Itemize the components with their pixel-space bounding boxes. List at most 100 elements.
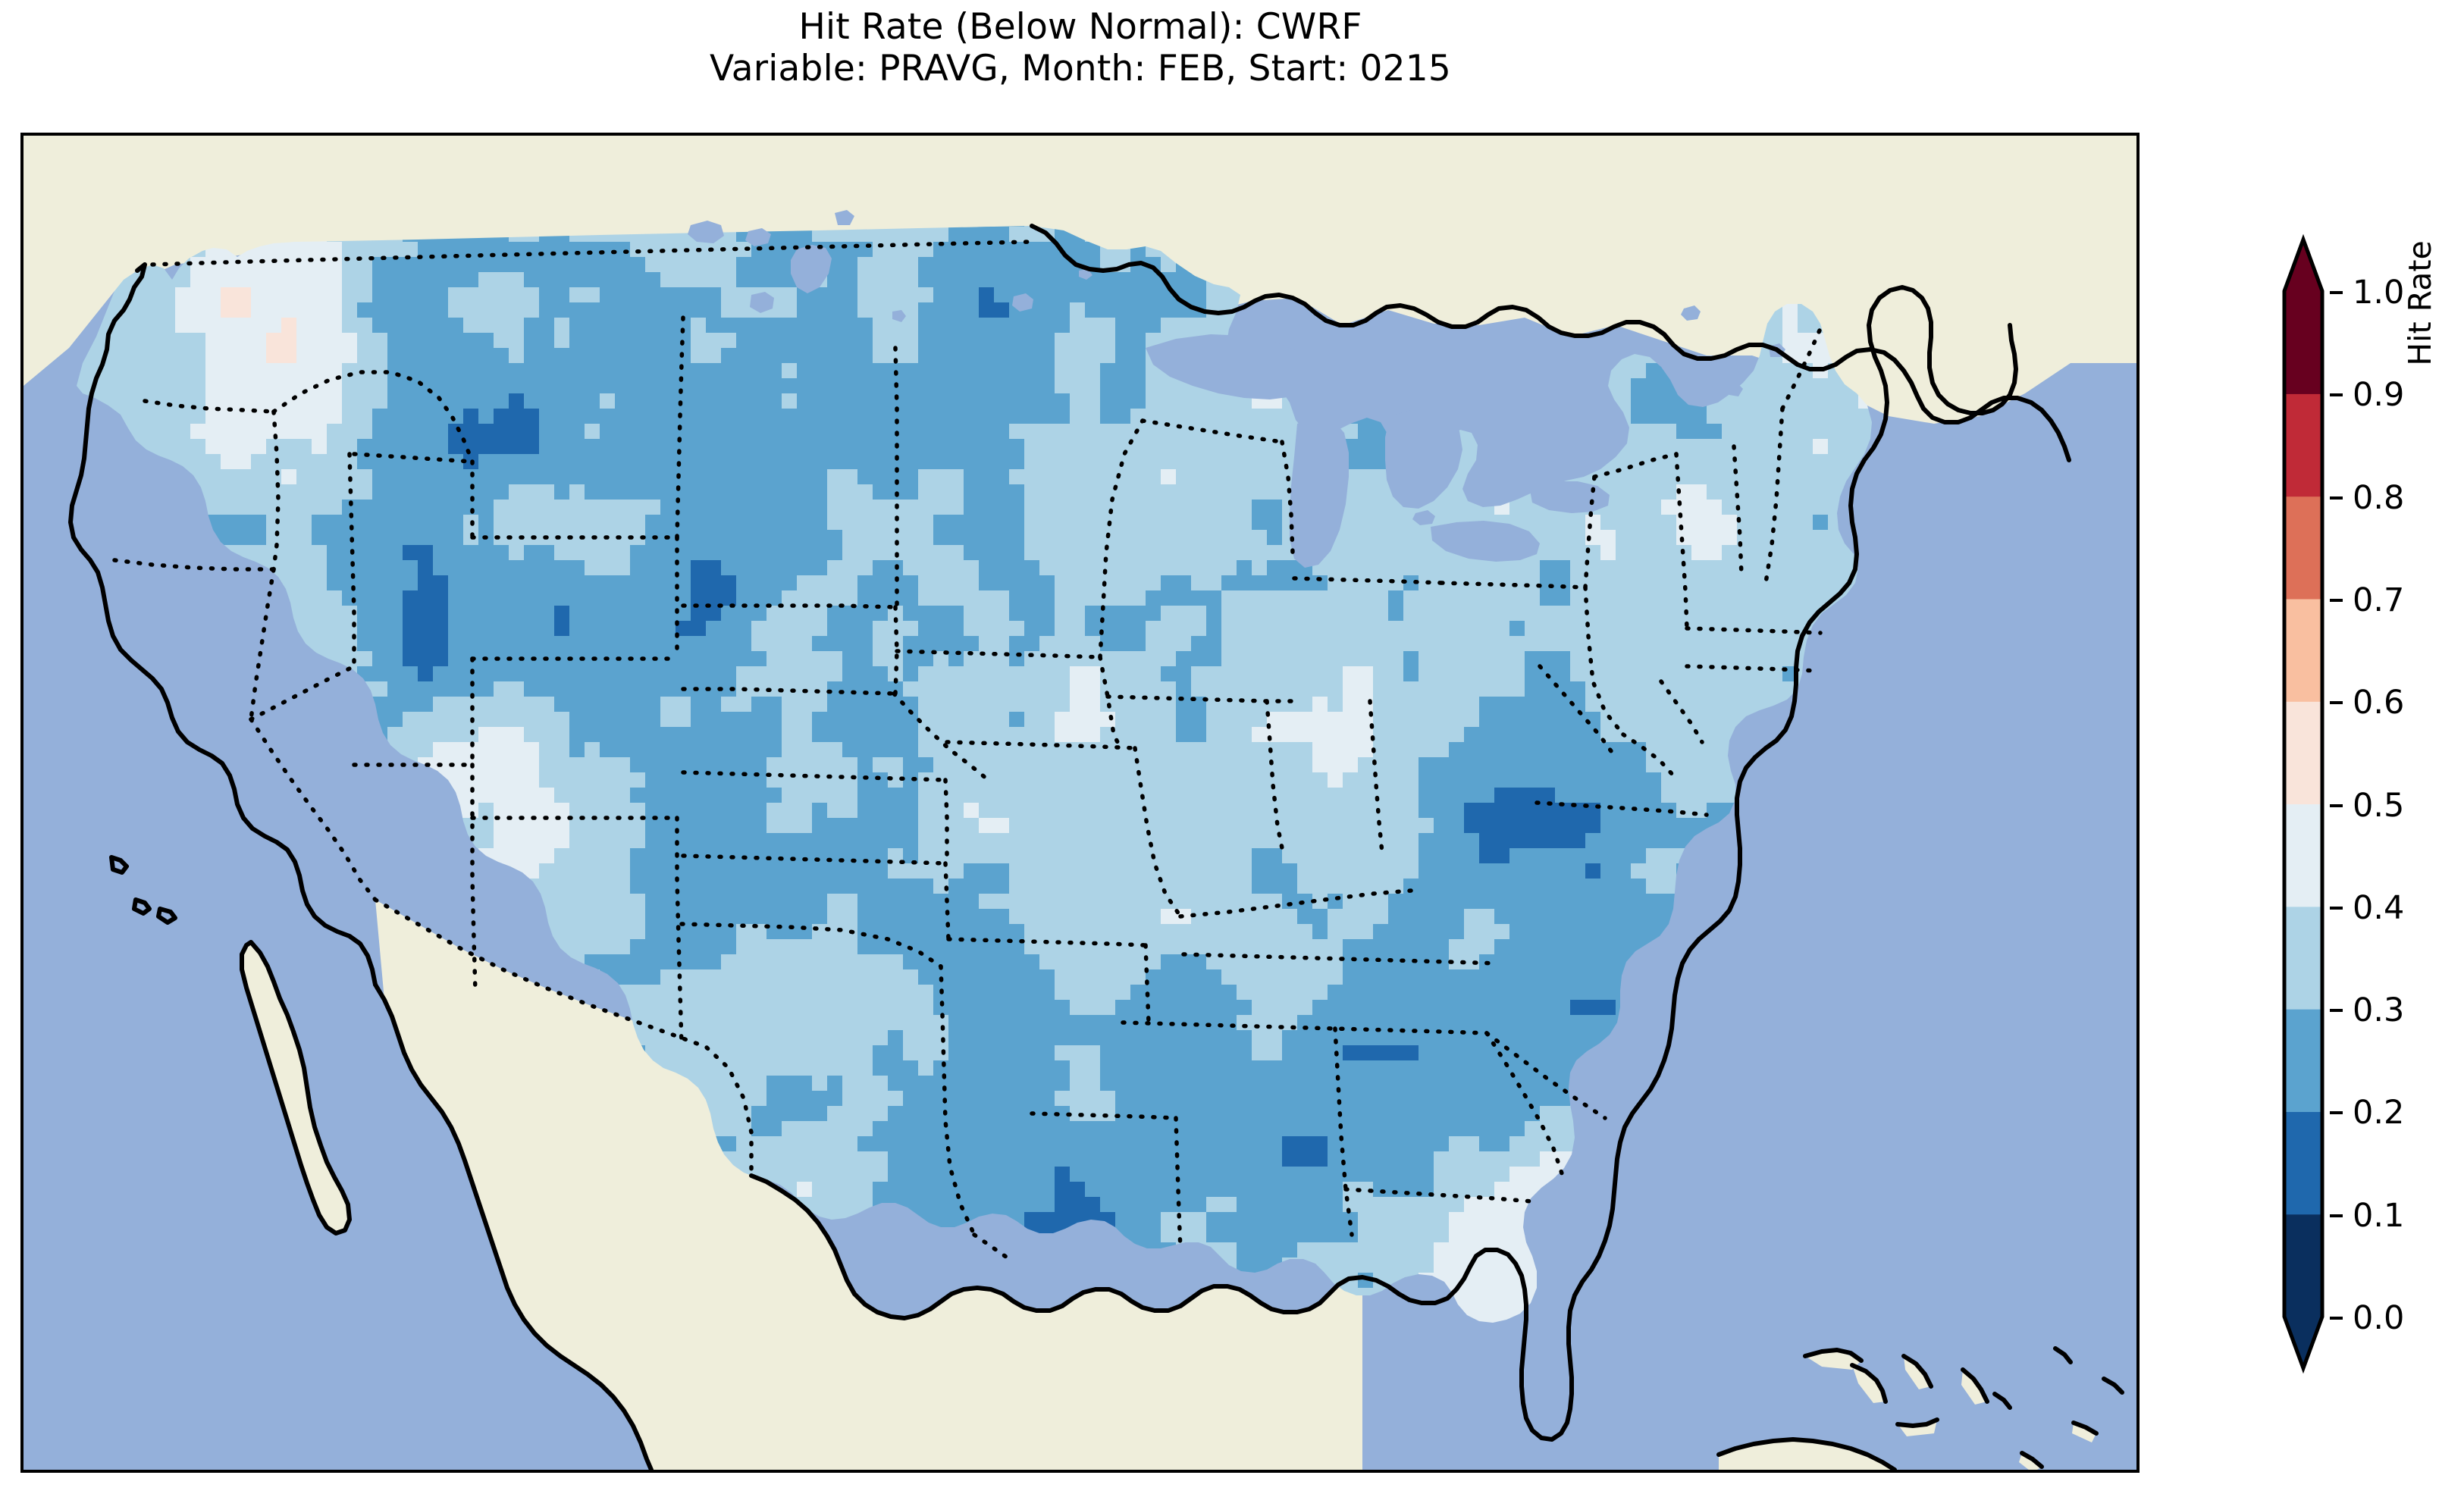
raster-cell (1661, 621, 1677, 637)
raster-cell (645, 666, 661, 682)
raster-cell (857, 530, 873, 546)
raster-cell (600, 272, 616, 288)
raster-cell (1464, 590, 1480, 606)
raster-cell (281, 500, 297, 515)
raster-cell (569, 469, 585, 485)
raster-cell (812, 454, 828, 470)
raster-cell (130, 363, 146, 379)
raster-cell (964, 621, 980, 637)
raster-cell (342, 242, 358, 258)
raster-cell (1737, 439, 1753, 455)
raster-cell (1328, 636, 1343, 652)
raster-cell (448, 500, 464, 515)
raster-cell (766, 393, 782, 409)
raster-cell (145, 439, 161, 455)
raster-cell (766, 469, 782, 485)
raster-cell (600, 378, 616, 394)
map-axes[interactable] (20, 133, 2140, 1473)
raster-cell (1358, 424, 1374, 440)
raster-cell (721, 590, 737, 606)
raster-cell (827, 575, 843, 591)
raster-cell (842, 363, 858, 379)
raster-cell (221, 363, 237, 379)
raster-cell (630, 454, 646, 470)
raster-cell (948, 636, 964, 652)
raster-cell (600, 333, 616, 349)
raster-cell (660, 393, 676, 409)
raster-cell (569, 454, 585, 470)
raster-cell (706, 409, 722, 424)
raster-cell (1191, 636, 1207, 652)
raster-cell (1798, 606, 1814, 622)
raster-cell (1191, 621, 1207, 637)
raster-cell (827, 560, 843, 576)
raster-cell (1646, 500, 1662, 515)
raster-cell (418, 469, 434, 485)
raster-cell (797, 590, 813, 606)
raster-cell (342, 545, 358, 561)
raster-cell (1646, 575, 1662, 591)
raster-cell (994, 621, 1010, 637)
foreign-land-polygon (242, 942, 350, 1233)
raster-cell (615, 348, 631, 364)
raster-cell (1646, 636, 1662, 652)
raster-cell (1206, 575, 1222, 591)
raster-cell (1039, 318, 1055, 334)
raster-cell (948, 621, 964, 637)
raster-cell (357, 575, 373, 591)
raster-cell (933, 378, 949, 394)
raster-cell (403, 590, 419, 606)
raster-cell (1525, 560, 1541, 576)
raster-cell (1085, 560, 1101, 576)
raster-cell (691, 606, 707, 622)
raster-cell (1161, 454, 1177, 470)
raster-cell (1115, 606, 1131, 622)
raster-cell (205, 393, 221, 409)
raster-cell (145, 378, 161, 394)
raster-cell (1646, 424, 1662, 440)
raster-cell (842, 348, 858, 364)
raster-cell (1509, 606, 1525, 622)
raster-cell (1161, 424, 1177, 440)
raster-cell (1282, 621, 1298, 637)
raster-cell (964, 454, 980, 470)
raster-cell (372, 469, 388, 485)
raster-cell (1737, 636, 1753, 652)
raster-cell (964, 348, 980, 364)
raster-cell (1055, 393, 1071, 409)
raster-cell (433, 651, 449, 667)
raster-cell (281, 333, 297, 349)
raster-cell (842, 424, 858, 440)
raster-cell (1555, 621, 1571, 637)
raster-cell (372, 409, 388, 424)
raster-cell (630, 560, 646, 576)
raster-cell (327, 439, 343, 455)
raster-cell (1434, 500, 1450, 515)
raster-cell (691, 378, 707, 394)
raster-cell (554, 257, 570, 273)
raster-cell (357, 500, 373, 515)
raster-cell (554, 484, 570, 500)
raster-cell (296, 515, 312, 531)
raster-cell (1146, 560, 1161, 576)
raster-cell (1798, 530, 1814, 546)
raster-cell (1070, 242, 1086, 258)
raster-cell (1373, 590, 1389, 606)
raster-cell (1646, 469, 1662, 485)
raster-cell (645, 378, 661, 394)
raster-cell (327, 469, 343, 485)
raster-cell (1206, 621, 1222, 637)
raster-cell (1039, 590, 1055, 606)
raster-cell (1115, 393, 1131, 409)
raster-cell (842, 409, 858, 424)
raster-cell (1085, 424, 1101, 440)
raster-cell (1661, 530, 1677, 546)
raster-cell (524, 348, 540, 364)
raster-cell (296, 242, 312, 258)
raster-cell (736, 515, 752, 531)
raster-cell (1752, 590, 1768, 606)
raster-cell (448, 257, 464, 273)
raster-cell (1676, 575, 1692, 591)
raster-cell (266, 545, 282, 561)
raster-cell (873, 666, 889, 682)
